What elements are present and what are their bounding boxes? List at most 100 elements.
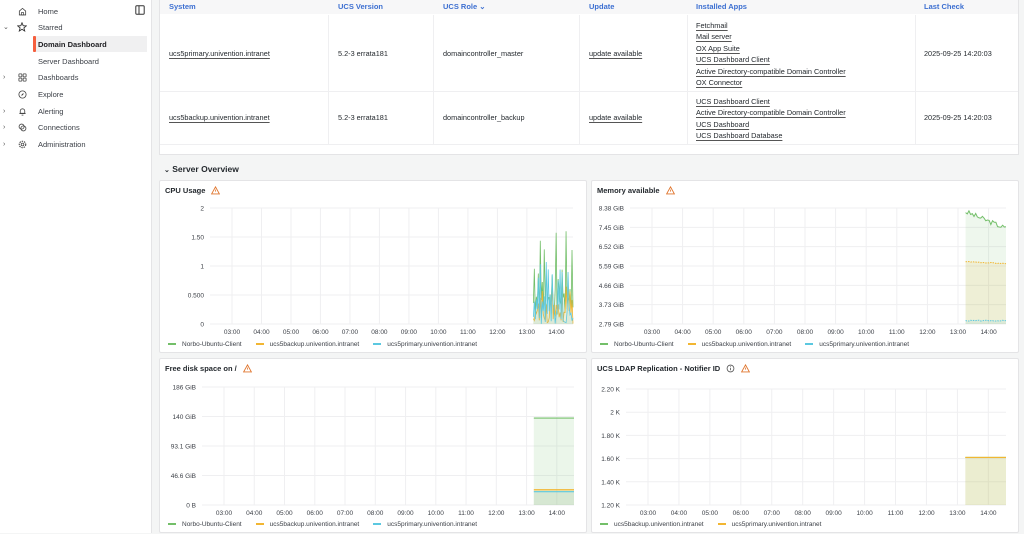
svg-text:2.79 GiB: 2.79 GiB (599, 322, 624, 329)
svg-text:14:00: 14:00 (980, 329, 997, 336)
app-link[interactable]: UCS Dashboard Database (696, 131, 783, 140)
column-header-role[interactable]: UCS Role ⌄ (443, 2, 486, 11)
sidebar-item-connections[interactable]: › Connections (0, 119, 148, 135)
svg-text:14:00: 14:00 (980, 510, 997, 517)
column-divider (433, 15, 434, 144)
svg-text:6.52 GiB: 6.52 GiB (599, 244, 624, 251)
system-link[interactable]: ucs5backup.univention.intranet (169, 113, 270, 122)
svg-text:04:00: 04:00 (253, 329, 270, 336)
sidebar-item-alerting[interactable]: › Alerting (0, 103, 148, 119)
sidebar-item-starred[interactable]: ⌄ Starred (0, 19, 148, 35)
svg-text:46.6 GiB: 46.6 GiB (171, 473, 196, 480)
svg-text:07:00: 07:00 (764, 510, 781, 517)
column-header-update[interactable]: Update (589, 2, 615, 11)
row-divider (160, 144, 1018, 145)
app-link[interactable]: UCS Dashboard Client (696, 55, 770, 64)
app-link[interactable]: UCS Dashboard (696, 120, 750, 129)
sidebar-item-server-dashboard[interactable]: Server Dashboard (0, 53, 148, 69)
chevron-right-icon[interactable]: › (3, 123, 6, 131)
sidebar-item-dashboards[interactable]: › Dashboards (0, 69, 148, 85)
svg-text:04:00: 04:00 (246, 510, 263, 517)
legend-item[interactable]: ucs5backup.univention.intranet (687, 341, 791, 348)
app-link[interactable]: Active Directory-compatible Domain Contr… (696, 108, 846, 117)
column-header-version[interactable]: UCS Version (338, 2, 384, 11)
app-link[interactable]: Mail server (696, 32, 732, 41)
legend-item[interactable]: ucs5primary.univention.intranet (373, 521, 477, 528)
chevron-right-icon[interactable]: › (3, 140, 6, 148)
chevron-down-icon[interactable]: ⌄ (3, 24, 9, 31)
svg-text:1: 1 (200, 264, 204, 271)
svg-text:12:00: 12:00 (489, 329, 506, 336)
sidebar-item-label: Alerting (38, 106, 64, 116)
svg-text:05:00: 05:00 (276, 510, 293, 517)
svg-text:2.20 K: 2.20 K (601, 387, 620, 394)
app-link[interactable]: OX Connector (696, 78, 743, 87)
app-link[interactable]: UCS Dashboard Client (696, 97, 770, 106)
update-link[interactable]: update available (589, 113, 643, 122)
svg-text:12:00: 12:00 (919, 329, 936, 336)
section-title: Server Overview (172, 164, 239, 174)
warning-icon[interactable] (665, 186, 675, 195)
legend-item[interactable]: ucs5backup.univention.intranet (255, 341, 359, 348)
sidebar-item-domain-dashboard[interactable]: Domain Dashboard (33, 36, 147, 52)
panel-title-text: UCS LDAP Replication - Notifier ID (597, 364, 721, 373)
svg-text:13:00: 13:00 (949, 510, 966, 517)
sidebar-item-home[interactable]: Home (0, 3, 148, 19)
svg-text:06:00: 06:00 (733, 510, 750, 517)
app-link[interactable]: Active Directory-compatible Domain Contr… (696, 67, 846, 76)
star-icon (17, 22, 27, 32)
panel-title[interactable]: Free disk space on / (165, 364, 252, 373)
svg-text:13:00: 13:00 (518, 510, 535, 517)
warning-icon[interactable] (242, 364, 252, 373)
legend-item[interactable]: ucs5primary.univention.intranet (373, 341, 477, 348)
legend-item[interactable]: ucs5backup.univention.intranet (600, 521, 704, 528)
svg-text:03:00: 03:00 (216, 510, 233, 517)
warning-icon[interactable] (741, 364, 751, 373)
panel-title[interactable]: UCS LDAP Replication - Notifier ID (597, 364, 751, 373)
column-header-installed-apps[interactable]: Installed Apps (696, 2, 747, 11)
panel-memory-available: Memory available 8.38 GiB 7.45 GiB 6.52 Gi… (591, 180, 1019, 353)
sidebar-item-label: Home (38, 6, 59, 16)
column-header-system[interactable]: System (169, 2, 196, 11)
panel-title[interactable]: CPU Usage (165, 186, 221, 195)
legend-item[interactable]: Norbo-Ubuntu-Client (168, 521, 242, 528)
section-server-overview[interactable]: ⌄ Server Overview (164, 164, 239, 174)
info-icon[interactable] (726, 364, 735, 373)
role-cell: domaincontroller_backup (443, 113, 525, 122)
system-link[interactable]: ucs5primary.univention.intranet (169, 49, 270, 58)
column-divider (579, 15, 580, 144)
svg-text:2: 2 (200, 206, 204, 213)
dock-panel-icon[interactable] (135, 5, 145, 15)
gear-icon (17, 139, 27, 149)
legend-item[interactable]: ucs5primary.univention.intranet (805, 341, 909, 348)
panel-cpu-usage: CPU Usage 2 1.50 1 0.500 0 03:00 04:00 05:00 06:… (159, 180, 587, 353)
sidebar-item-label: Dashboards (38, 72, 79, 82)
app-link[interactable]: OX App Suite (696, 44, 740, 53)
sidebar-item-explore[interactable]: Explore (0, 86, 148, 102)
column-header-last-check[interactable]: Last Check (924, 2, 965, 11)
legend-item[interactable]: ucs5primary.univention.intranet (717, 521, 821, 528)
legend-item[interactable]: Norbo-Ubuntu-Client (168, 341, 242, 348)
legend-item[interactable]: ucs5backup.univention.intranet (255, 521, 359, 528)
sidebar-item-label: Server Dashboard (38, 56, 99, 66)
legend-item[interactable]: Norbo-Ubuntu-Client (600, 341, 674, 348)
column-divider (915, 15, 916, 144)
update-link[interactable]: update available (589, 49, 643, 58)
memory-available-chart: 8.38 GiB 7.45 GiB 6.52 GiB 5.59 GiB 4.66 GiB… (599, 206, 1007, 336)
chevron-right-icon[interactable]: › (3, 73, 6, 81)
panel-title-text: Free disk space on / (165, 364, 237, 373)
last-check-cell: 2025-09-25 14:20:03 (924, 113, 992, 122)
panel-ldap-replication: UCS LDAP Replication - Notifier ID 2.20 … (591, 358, 1019, 533)
app-link[interactable]: Fetchmail (696, 21, 728, 30)
dashboards-grid-icon (17, 72, 27, 82)
panel-title[interactable]: Memory available (597, 186, 675, 195)
warning-icon[interactable] (211, 186, 221, 195)
svg-text:7.45 GiB: 7.45 GiB (599, 225, 624, 232)
last-check-cell: 2025-09-25 14:20:03 (924, 49, 992, 58)
svg-text:186 GiB: 186 GiB (173, 385, 197, 392)
sidebar-item-label: Connections (38, 122, 80, 132)
svg-text:09:00: 09:00 (397, 510, 414, 517)
chevron-right-icon[interactable]: › (3, 107, 6, 115)
home-icon (17, 6, 27, 16)
sidebar-item-administration[interactable]: › Administration (0, 136, 148, 152)
